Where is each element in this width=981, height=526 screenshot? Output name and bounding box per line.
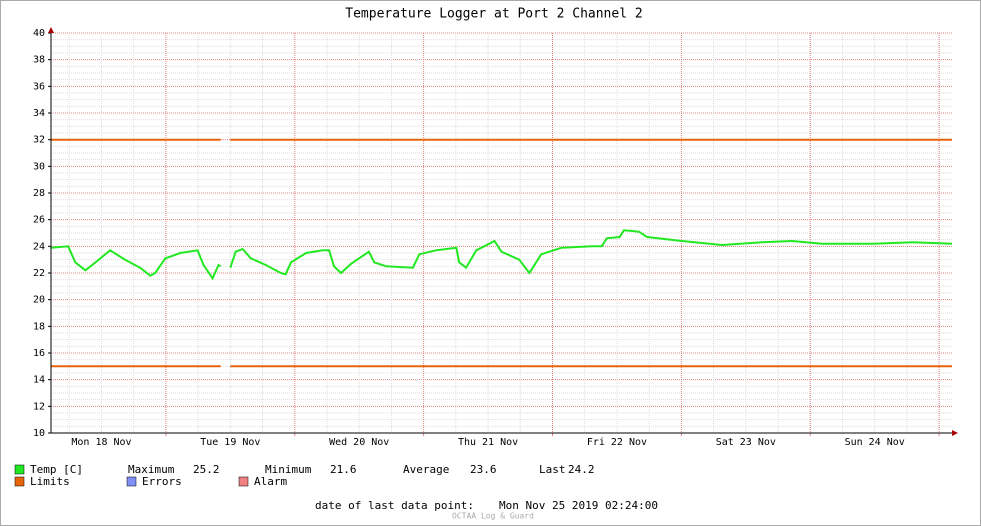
y-tick-label: 26 [33, 215, 45, 226]
stat-label: Last [539, 463, 566, 476]
y-axis-arrow [48, 27, 54, 33]
y-tick-label: 16 [33, 348, 45, 359]
y-tick-label: 30 [33, 161, 45, 172]
y-tick-label: 32 [33, 135, 45, 146]
legend-label: Errors [142, 475, 182, 488]
line [50, 229, 953, 281]
y-tick-label: 18 [33, 321, 45, 332]
x-tick-label: Sun 24 Nov [845, 437, 905, 448]
stat-label: Maximum [128, 463, 175, 476]
axes [48, 27, 958, 436]
stat-value: 21.6 [330, 463, 357, 476]
y-tick-label: 24 [33, 241, 45, 252]
x-axis-arrow [952, 430, 958, 436]
y-tick-label: 28 [33, 188, 45, 199]
marks [50, 138, 953, 368]
y-tick-label: 14 [33, 375, 45, 386]
watermark: OCTAA Log & Guard [452, 512, 534, 521]
legend-swatch [238, 476, 249, 487]
footer-label: date of last data point: [315, 499, 474, 512]
footer-value: Mon Nov 25 2019 02:24:00 [499, 499, 658, 512]
y-tick-label: 36 [33, 81, 45, 92]
x-tick-label: Fri 22 Nov [587, 437, 647, 448]
chart-title: Temperature Logger at Port 2 Channel 2 [345, 7, 642, 22]
x-tick-label: Tue 19 Nov [200, 437, 260, 448]
legend-label: Temp [C] [30, 463, 83, 476]
legend-swatch [14, 464, 25, 475]
stat-value: 25.2 [193, 463, 220, 476]
legend-swatch [14, 476, 25, 487]
legend-swatch [126, 476, 137, 487]
y-tick-label: 34 [33, 108, 45, 119]
x-tick-label: Thu 21 Nov [458, 437, 518, 448]
y-tick-label: 22 [33, 268, 45, 279]
x-tick-label: Wed 20 Nov [329, 437, 389, 448]
stat-label: Average [403, 463, 449, 476]
stat-value: 24.2 [568, 463, 595, 476]
y-tick-label: 40 [33, 28, 45, 39]
y-tick-label: 10 [33, 428, 45, 439]
x-tick-label: Sat 23 Nov [716, 437, 776, 448]
stat-label: Minimum [265, 463, 312, 476]
x-tick-label: Mon 18 Nov [71, 437, 131, 448]
legend-label: Limits [30, 475, 70, 488]
legend: Temp [C]Limits Errors Alarm Maximum 25.2 Mini… [14, 463, 595, 488]
y-tick-label: 20 [33, 295, 45, 306]
y-tick-label: 12 [33, 401, 45, 412]
stat-value: 23.6 [470, 463, 497, 476]
legend-label: Alarm [254, 475, 287, 488]
y-tick-label: 38 [33, 55, 45, 66]
